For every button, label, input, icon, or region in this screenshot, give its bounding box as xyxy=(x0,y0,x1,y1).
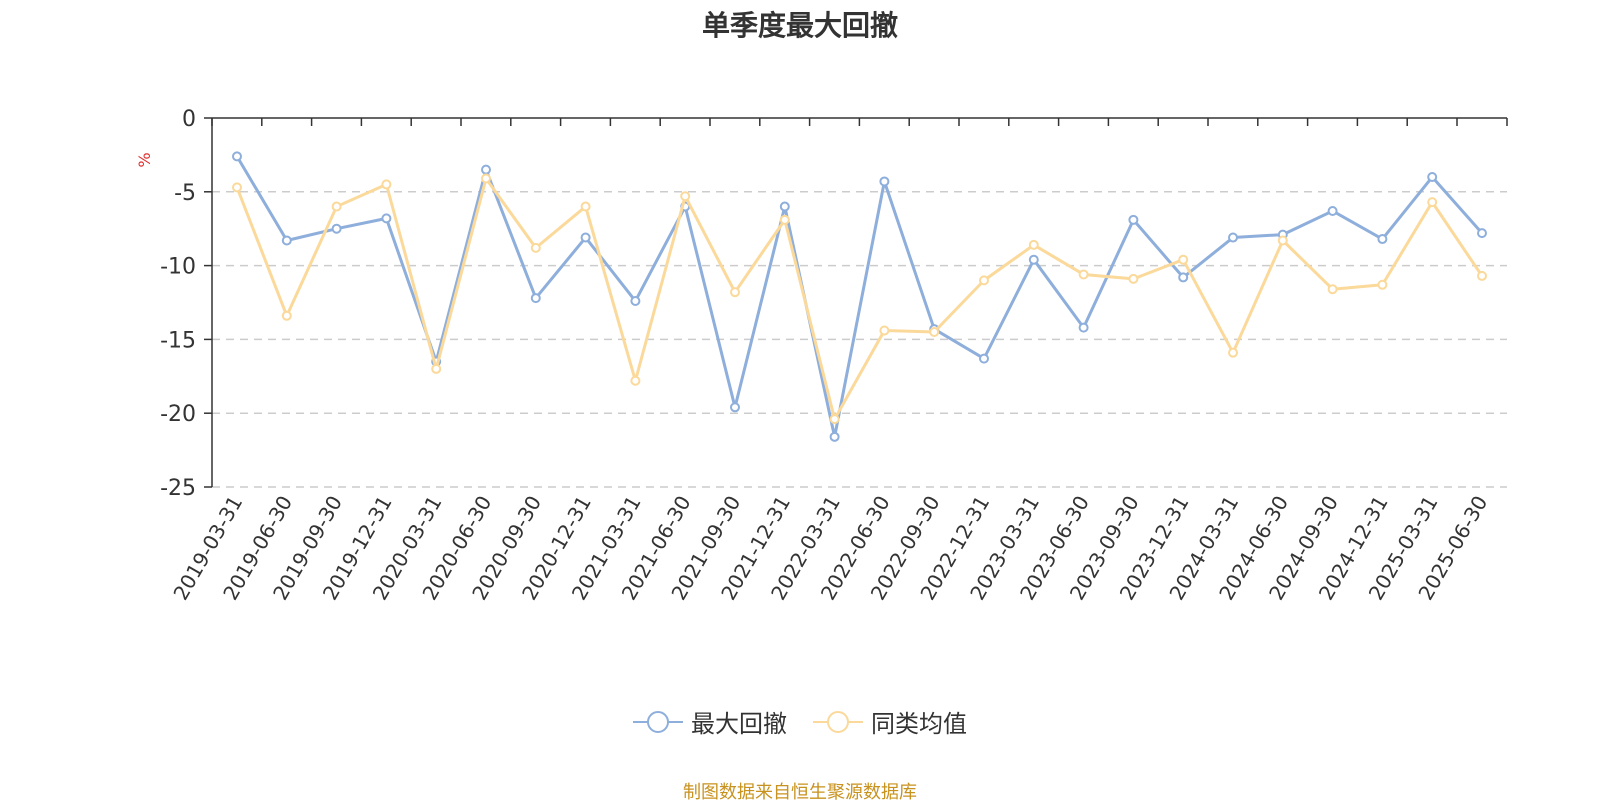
series-max-drawdown xyxy=(232,151,1487,442)
data-point[interactable] xyxy=(1477,270,1487,281)
axes xyxy=(204,117,1508,488)
data-point[interactable] xyxy=(431,363,442,374)
data-point[interactable] xyxy=(232,151,242,162)
data-point[interactable] xyxy=(1427,172,1438,183)
data-point[interactable] xyxy=(730,287,740,298)
data-point[interactable] xyxy=(1178,272,1189,283)
y-tick-label: -15 xyxy=(160,328,196,353)
data-point[interactable] xyxy=(1427,197,1438,208)
legend-marker-max-drawdown xyxy=(633,710,683,733)
legend-item-max-drawdown[interactable]: 最大回撤 xyxy=(633,704,787,739)
data-point[interactable] xyxy=(530,242,541,253)
series-peer-average xyxy=(232,173,1487,425)
gridlines xyxy=(212,191,1507,488)
data-point[interactable] xyxy=(1178,254,1189,265)
legend-label-max-drawdown: 最大回撤 xyxy=(691,710,787,738)
data-point[interactable] xyxy=(829,431,840,442)
data-point[interactable] xyxy=(1028,254,1039,265)
data-point[interactable] xyxy=(979,353,989,364)
data-point[interactable] xyxy=(1477,228,1487,239)
y-axis-unit-label: % xyxy=(135,152,154,167)
data-point[interactable] xyxy=(1128,273,1139,284)
series-line xyxy=(235,155,1484,439)
data-point[interactable] xyxy=(1277,235,1288,246)
data-point[interactable] xyxy=(680,191,691,202)
data-point[interactable] xyxy=(1028,239,1039,250)
data-point[interactable] xyxy=(929,327,940,338)
data-point[interactable] xyxy=(481,173,491,184)
data-point[interactable] xyxy=(879,176,890,187)
data-point[interactable] xyxy=(1327,284,1338,295)
y-tick-label: -10 xyxy=(160,255,196,280)
data-point[interactable] xyxy=(481,164,491,175)
data-point[interactable] xyxy=(779,201,790,212)
source-note: 制图数据来自恒生聚源数据库 xyxy=(683,782,917,803)
data-point[interactable] xyxy=(1078,269,1089,280)
legend-marker-peer-average xyxy=(813,710,863,733)
data-point[interactable] xyxy=(979,275,989,286)
data-point[interactable] xyxy=(1327,205,1338,216)
data-point[interactable] xyxy=(779,214,790,225)
series-line xyxy=(235,177,1484,421)
data-point[interactable] xyxy=(331,201,342,212)
series-lines xyxy=(232,151,1487,442)
data-point[interactable] xyxy=(1128,214,1139,225)
data-point[interactable] xyxy=(630,296,641,307)
data-point[interactable] xyxy=(1228,347,1238,358)
y-tick-label: -5 xyxy=(174,181,196,206)
x-tick-labels: 2019-03-312019-06-302019-09-302019-12-31… xyxy=(168,491,1492,604)
data-point[interactable] xyxy=(879,325,890,336)
data-point[interactable] xyxy=(331,223,342,234)
data-point[interactable] xyxy=(1228,232,1238,243)
legend-item-peer-average[interactable]: 同类均值 xyxy=(813,704,967,739)
data-point[interactable] xyxy=(730,402,740,413)
legend-label-peer-average: 同类均值 xyxy=(871,710,967,738)
data-point[interactable] xyxy=(1377,279,1388,290)
y-tick-label: 0 xyxy=(182,107,196,132)
data-point[interactable] xyxy=(281,235,292,246)
chart-title: 单季度最大回撤 xyxy=(701,9,898,42)
data-point[interactable] xyxy=(232,182,242,193)
data-point[interactable] xyxy=(580,201,591,212)
data-point[interactable] xyxy=(1377,234,1388,245)
data-point[interactable] xyxy=(630,375,641,386)
y-tick-label: -20 xyxy=(160,402,196,427)
data-point[interactable] xyxy=(381,179,392,190)
data-point[interactable] xyxy=(1078,322,1089,333)
y-tick-label: -25 xyxy=(160,476,196,501)
data-point[interactable] xyxy=(829,414,840,425)
data-point[interactable] xyxy=(381,213,392,224)
data-point[interactable] xyxy=(281,310,292,321)
legend: 最大回撤 同类均值 xyxy=(0,704,1600,739)
data-point[interactable] xyxy=(580,232,591,243)
data-point[interactable] xyxy=(530,293,541,304)
y-tick-labels: 0 -5 -10 -15 -20 -25 xyxy=(160,107,196,501)
